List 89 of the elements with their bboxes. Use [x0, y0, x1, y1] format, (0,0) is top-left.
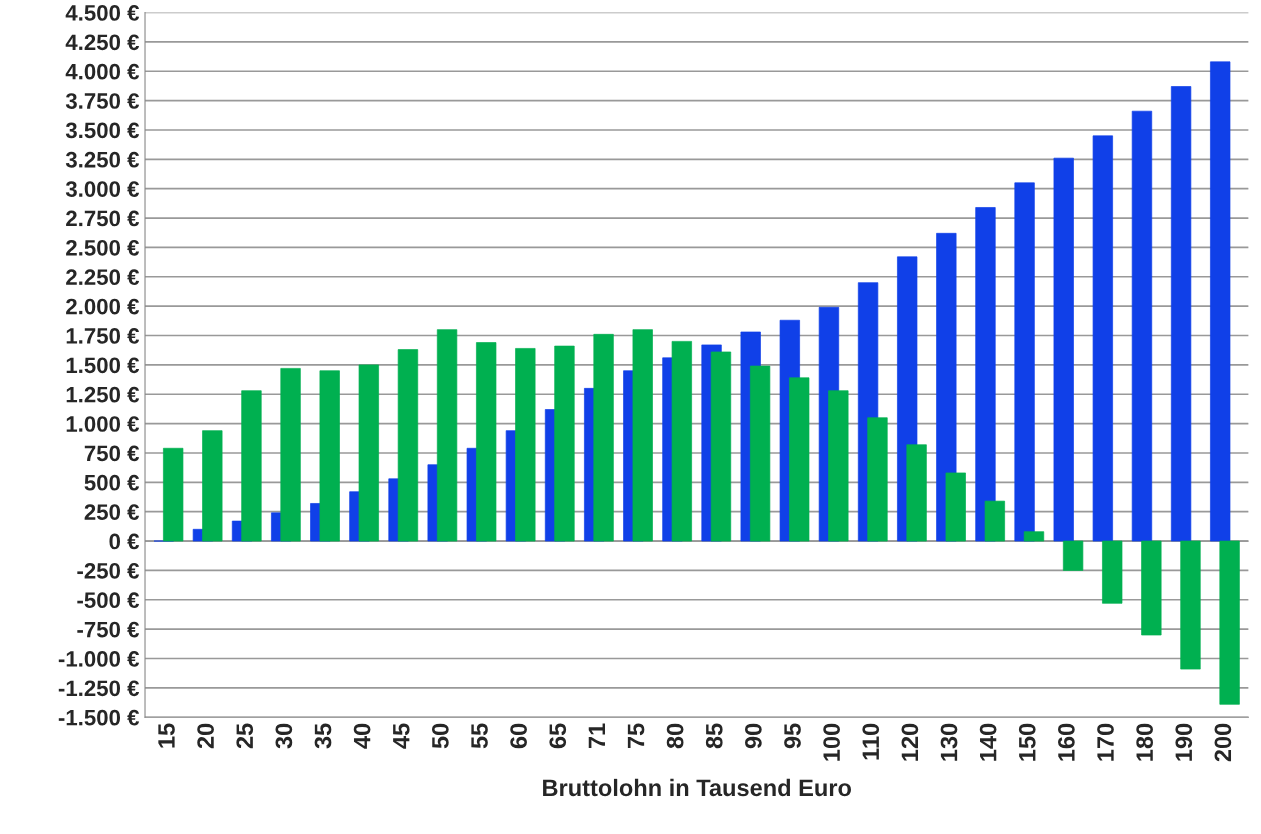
- y-tick-label: -250 €: [77, 562, 140, 579]
- y-tick-label: 3.000 €: [65, 181, 140, 197]
- x-tick-label: 180: [1136, 723, 1153, 761]
- bar: [1180, 540, 1201, 670]
- x-tick-label: 45: [393, 723, 410, 749]
- x-tick-label: 35: [314, 723, 332, 749]
- x-tick-label: 190: [1175, 723, 1193, 761]
- x-tick-label: 50: [432, 723, 449, 749]
- bar: [1092, 135, 1113, 542]
- x-tick-label: 60: [510, 723, 527, 749]
- bar: [202, 430, 223, 542]
- y-tick-label: 1.000 €: [66, 416, 140, 432]
- y-tick-label: 2.250 €: [66, 269, 140, 286]
- x-tick-label: 120: [901, 723, 919, 761]
- bar: [945, 472, 966, 542]
- y-tick-label: 750 €: [84, 445, 140, 462]
- x-tick-label: 30: [275, 723, 293, 749]
- bar: [163, 447, 184, 542]
- y-tick-label: -1.500 €: [58, 709, 140, 726]
- y-tick-label: 4.250 €: [65, 34, 140, 51]
- y-tick-label: 1.750 €: [66, 328, 140, 344]
- bar: [984, 500, 1005, 542]
- y-tick-label: 2.000 €: [66, 298, 140, 315]
- bar: [1014, 182, 1035, 542]
- bar: [710, 351, 732, 542]
- y-tick-label: 3.250 €: [65, 151, 140, 168]
- bar: [632, 329, 653, 542]
- bar: [1023, 531, 1045, 542]
- x-tick-label: 20: [197, 723, 214, 749]
- y-tick-label: 3.750 €: [65, 93, 140, 109]
- bar: [1170, 86, 1192, 542]
- x-tick-label: 55: [471, 723, 488, 749]
- y-tick-label: -1.000 €: [58, 651, 140, 667]
- bar: [515, 348, 536, 542]
- bar: [1102, 540, 1123, 604]
- y-tick-label: 250 €: [84, 504, 140, 520]
- bar: [397, 349, 419, 542]
- bar: [593, 333, 614, 542]
- bar: [436, 329, 458, 542]
- y-tick-label: 2.750 €: [66, 210, 140, 227]
- x-tick-label: 75: [627, 723, 645, 749]
- x-tick-label: 25: [236, 723, 254, 749]
- bar: [1062, 540, 1084, 571]
- x-tick-label: 90: [745, 723, 762, 749]
- bar: [1141, 540, 1162, 636]
- bar: [241, 390, 262, 542]
- bar: [358, 364, 379, 542]
- x-tick-label: 160: [1058, 723, 1075, 761]
- x-tick-label: 65: [549, 723, 567, 749]
- y-tick-label: -500 €: [77, 592, 140, 609]
- x-tick-label: 100: [823, 723, 840, 761]
- x-tick-label: 170: [1097, 723, 1114, 761]
- x-tick-label: 40: [353, 723, 371, 749]
- bar: [476, 342, 497, 542]
- y-tick-label: 4.000 €: [65, 63, 140, 80]
- y-tick-label: 500 €: [84, 474, 140, 491]
- bar: [554, 345, 575, 542]
- bar: [280, 368, 301, 542]
- x-tick-label: 110: [862, 723, 880, 760]
- bar: [319, 370, 340, 542]
- y-tick-label: 3.500 €: [65, 122, 140, 139]
- y-tick-label: 0 €: [109, 533, 140, 550]
- y-tick-label: 2.500 €: [66, 239, 140, 256]
- bar: [789, 377, 810, 542]
- x-tick-label: 200: [1214, 723, 1232, 762]
- bar: [671, 341, 692, 542]
- x-axis-title: Bruttolohn in Tausend Euro: [543, 778, 851, 797]
- y-tick-label: 1.500 €: [66, 357, 140, 374]
- bar: [975, 207, 996, 542]
- bar: [1053, 157, 1074, 542]
- bar: [828, 390, 849, 542]
- x-tick-label: 130: [940, 723, 958, 761]
- x-tick-label: 140: [979, 723, 997, 761]
- y-tick-label: 4.500 €: [65, 5, 140, 21]
- x-tick-label: 95: [784, 723, 801, 749]
- x-tick-label: 80: [666, 723, 684, 749]
- y-tick-label: 1.250 €: [66, 386, 140, 403]
- bar: [1210, 61, 1231, 542]
- x-tick-label: 150: [1018, 723, 1036, 761]
- x-tick-label: 71: [588, 723, 605, 749]
- x-tick-label: 15: [158, 723, 175, 748]
- bar: [906, 444, 927, 542]
- bar: [1219, 540, 1240, 705]
- bar: [1131, 110, 1153, 542]
- bar: [749, 365, 771, 542]
- bar: [867, 417, 888, 542]
- x-tick-label: 85: [705, 723, 723, 749]
- y-tick-label: -1.250 €: [58, 680, 140, 697]
- y-tick-label: -750 €: [77, 621, 140, 638]
